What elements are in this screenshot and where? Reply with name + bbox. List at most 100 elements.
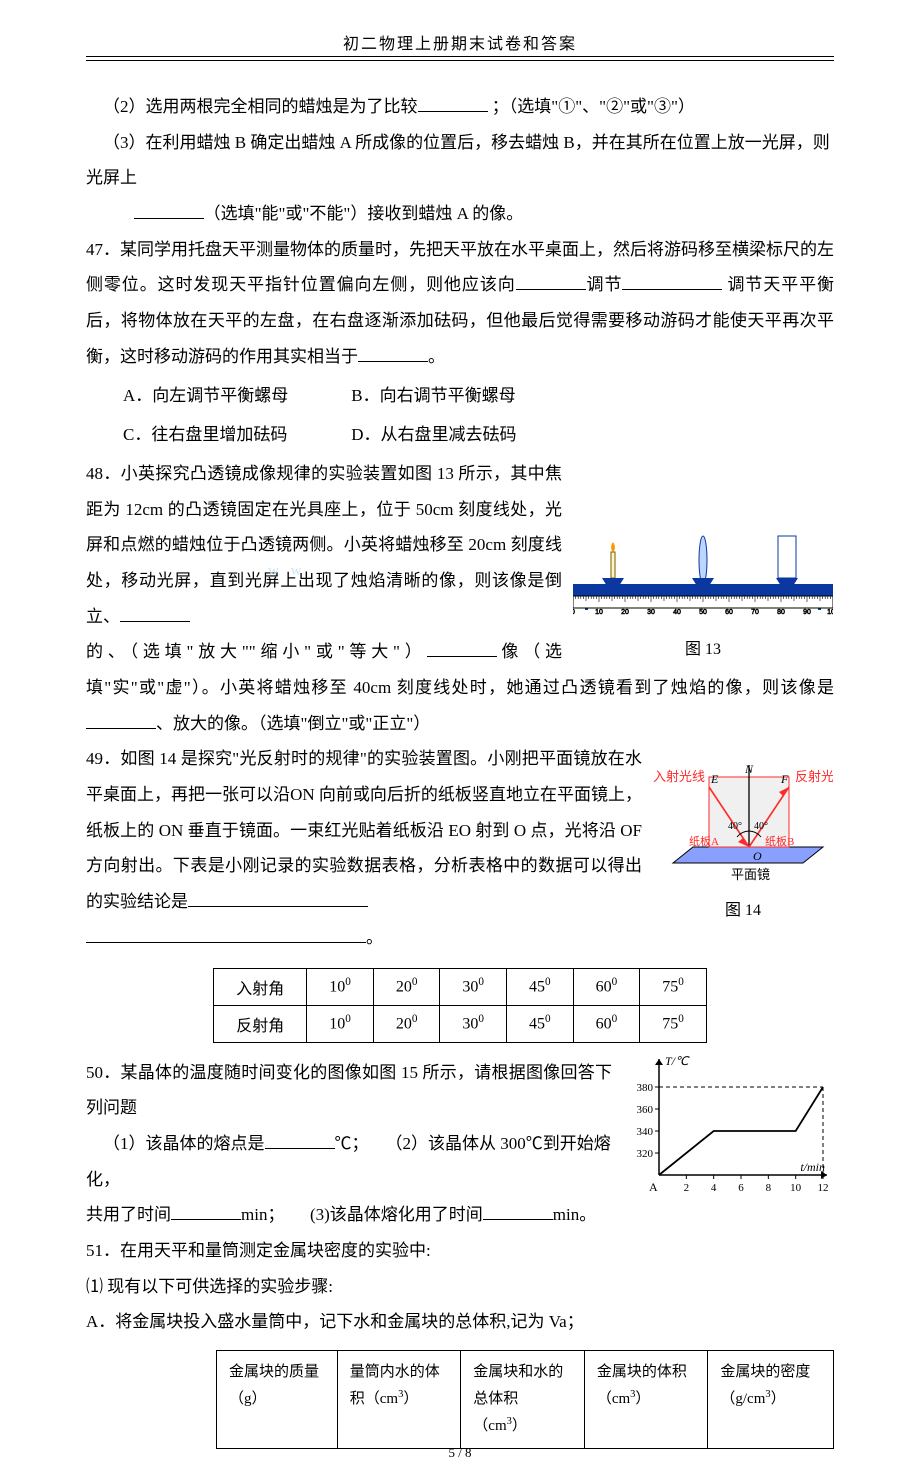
q49-tail: 。	[86, 920, 834, 956]
q47-text2: 调节	[586, 275, 623, 294]
header-rule	[86, 56, 834, 61]
svg-text:反射光线: 反射光线	[795, 769, 833, 784]
table-cell: 600	[573, 1005, 640, 1042]
svg-text:100: 100	[827, 609, 833, 616]
blank	[483, 1219, 553, 1220]
q48-text1: 48．小英探究凸透镜成像规律的实验装置如图 13 所示，其中焦距为 12cm 的…	[86, 464, 562, 626]
svg-text:40°: 40°	[754, 821, 768, 832]
svg-text:纸板A: 纸板A	[689, 834, 719, 848]
svg-text:360: 360	[637, 1104, 654, 1116]
q47-opt-a: A．向左调节平衡螺母	[122, 377, 348, 415]
q46-sub2-tail: ；（选填"①"、"②"或"③"）	[492, 97, 695, 116]
blank	[120, 621, 190, 622]
q50-sub1-text: （1）该晶体的熔点是	[103, 1134, 265, 1153]
q49-text2: 。	[366, 928, 383, 947]
figure-13-caption: 图 13	[572, 635, 834, 659]
figure-15: 32034036038024681012T/℃t/minA	[622, 1051, 834, 1206]
q47-options: A．向左调节平衡螺母 B．向右调节平衡螺母 C．往右盘里增加砝码 D．从右盘里减…	[120, 375, 579, 456]
q51-sub1: ⑴ 现有以下可供选择的实验步骤:	[86, 1269, 834, 1305]
blank	[86, 942, 366, 943]
table-cell: 200	[373, 1005, 440, 1042]
q49-text1: 49．如图 14 是探究"光反射时的规律"的实验装置图。小刚把平面镜放在水平桌面…	[86, 749, 642, 911]
svg-text:O: O	[753, 849, 762, 863]
blank	[265, 1148, 335, 1149]
svg-text:6: 6	[738, 1182, 744, 1194]
table-row-label: 反射角	[214, 1005, 307, 1042]
blank	[418, 111, 488, 112]
table-cell: 300	[440, 968, 507, 1005]
q46-sub2-text: （2）选用两根完全相同的蜡烛是为了比较	[103, 97, 418, 116]
svg-text:90: 90	[803, 609, 811, 616]
svg-text:T/℃: T/℃	[665, 1054, 690, 1068]
table-cell: 750	[640, 1005, 707, 1042]
blank	[427, 656, 497, 657]
svg-text:340: 340	[637, 1126, 654, 1138]
svg-text:70: 70	[751, 609, 759, 616]
blank	[622, 289, 722, 290]
q48-text4: 、放大的像。（选填"倒立"或"正立"）	[156, 714, 430, 733]
table-header-cell: 量筒内水的体积（cm3）	[337, 1351, 461, 1449]
q51-table: 金属块的质量（g）量筒内水的体积（cm3）金属块和水的总体积（cm3）金属块的体…	[216, 1350, 834, 1449]
q47-opt-b: B．向右调节平衡螺母	[350, 377, 576, 415]
table-cell: 450	[507, 968, 574, 1005]
svg-text:A: A	[649, 1180, 658, 1194]
blank	[171, 1219, 241, 1220]
svg-text:20: 20	[621, 609, 629, 616]
table-header-cell: 金属块和水的总体积（cm3）	[461, 1351, 585, 1449]
blank	[358, 361, 428, 362]
table-cell: 100	[307, 1005, 374, 1042]
svg-text:30: 30	[647, 609, 655, 616]
blank	[188, 906, 368, 907]
svg-text:10: 10	[790, 1182, 802, 1194]
page-header: 初二物理上册期末试卷和答案	[86, 30, 834, 54]
svg-text:N: N	[744, 762, 754, 776]
q46-sub3b: （选填"能"或"不能"）接收到蜡烛 A 的像。	[86, 196, 834, 232]
svg-text:380: 380	[637, 1082, 654, 1094]
blank	[86, 728, 156, 729]
table-cell: 100	[307, 968, 374, 1005]
q50-sub3-tail: min。	[553, 1205, 596, 1224]
svg-text:50: 50	[699, 609, 707, 616]
svg-text:2: 2	[684, 1182, 690, 1194]
q47-opt-d: D．从右盘里减去砝码	[350, 416, 576, 454]
svg-text:320: 320	[637, 1148, 654, 1160]
table-header-cell: 金属块的质量（g）	[217, 1351, 338, 1449]
svg-text:4: 4	[711, 1182, 717, 1194]
svg-text:E: E	[710, 772, 719, 786]
q47-opt-c: C．往右盘里增加砝码	[122, 416, 348, 454]
blank	[134, 218, 204, 219]
page-footer: 5 / 8	[0, 1445, 920, 1461]
blank	[516, 289, 586, 290]
q46-sub3b-tail: （选填"能"或"不能"）接收到蜡烛 A 的像。	[204, 204, 524, 223]
figure-14: 平面镜 N O E F 40° 40° 入射光线 反射光线	[652, 759, 834, 920]
q51-stepA: A．将金属块投入盛水量筒中，记下水和金属块的总体积,记为 Va；	[86, 1304, 834, 1340]
q50-sub2-tail: min； (3)该晶体熔化用了时间	[241, 1205, 483, 1224]
svg-text:40: 40	[673, 609, 681, 616]
svg-text:纸板B: 纸板B	[765, 834, 794, 848]
q50-sub2-text: 共用了时间	[86, 1205, 171, 1224]
svg-text:入射光线: 入射光线	[653, 769, 705, 784]
table-header-cell: 金属块的密度（g/cm3）	[708, 1351, 834, 1449]
q49-table: 入射角100200300450600750 反射角100200300450600…	[213, 968, 707, 1043]
q47-text4: 。	[428, 347, 445, 366]
q51: 51．在用天平和量筒测定金属块密度的实验中:	[86, 1233, 834, 1269]
table-cell: 600	[573, 968, 640, 1005]
svg-text:12: 12	[818, 1182, 829, 1194]
crystal-chart-svg: 32034036038024681012T/℃t/minA	[623, 1051, 833, 1201]
figure-14-caption: 图 14	[652, 896, 834, 920]
svg-text:0: 0	[573, 609, 575, 616]
svg-text:F: F	[780, 772, 789, 786]
optical-bench-svg: 0102030405060708090100	[573, 518, 833, 628]
q47: 47．某同学用托盘天平测量物体的质量时，先把天平放在水平桌面上，然后将游码移至横…	[86, 232, 834, 375]
table-cell: 450	[507, 1005, 574, 1042]
q48-text2: 的、（选填"放大""缩小"或"等大"）	[86, 642, 427, 661]
table-cell: 750	[640, 968, 707, 1005]
svg-text:8: 8	[766, 1182, 772, 1194]
reflection-svg: 平面镜 N O E F 40° 40° 入射光线 反射光线	[653, 759, 833, 889]
q46-sub2: （2）选用两根完全相同的蜡烛是为了比较 ；（选填"①"、"②"或"③"）	[86, 89, 834, 125]
svg-text:10: 10	[595, 609, 603, 616]
svg-text:40°: 40°	[728, 821, 742, 832]
q46-sub3a: （3）在利用蜡烛 B 确定出蜡烛 A 所成像的位置后，移去蜡烛 B，并在其所在位…	[86, 125, 834, 196]
table-header-cell: 金属块的体积（cm3）	[584, 1351, 708, 1449]
svg-text:60: 60	[725, 609, 733, 616]
